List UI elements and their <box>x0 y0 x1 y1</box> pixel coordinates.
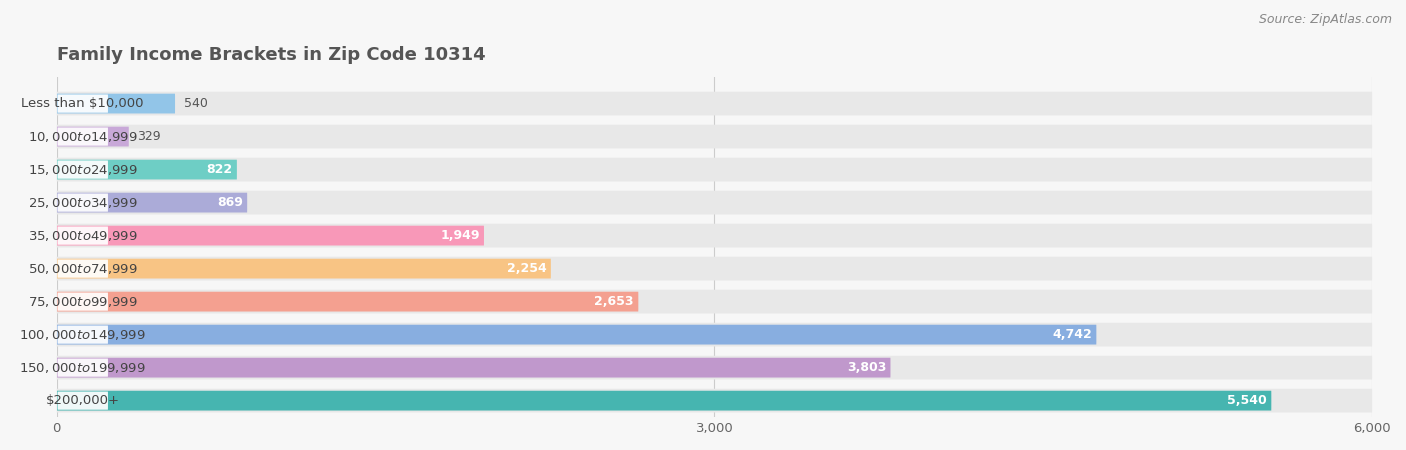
Text: 869: 869 <box>217 196 243 209</box>
Text: 2,653: 2,653 <box>595 295 634 308</box>
FancyBboxPatch shape <box>56 358 890 378</box>
Text: $10,000 to $14,999: $10,000 to $14,999 <box>28 130 138 144</box>
FancyBboxPatch shape <box>58 194 108 212</box>
Text: 822: 822 <box>207 163 232 176</box>
Text: 5,540: 5,540 <box>1227 394 1267 407</box>
FancyBboxPatch shape <box>58 325 108 344</box>
FancyBboxPatch shape <box>56 323 1372 346</box>
Text: 4,742: 4,742 <box>1052 328 1092 341</box>
Text: 540: 540 <box>184 97 208 110</box>
FancyBboxPatch shape <box>56 389 1372 413</box>
Text: $35,000 to $49,999: $35,000 to $49,999 <box>28 229 138 243</box>
Text: 1,949: 1,949 <box>440 229 479 242</box>
FancyBboxPatch shape <box>56 191 1372 215</box>
FancyBboxPatch shape <box>56 127 129 147</box>
FancyBboxPatch shape <box>58 161 108 179</box>
Text: Less than $10,000: Less than $10,000 <box>21 97 143 110</box>
FancyBboxPatch shape <box>56 94 176 113</box>
Text: $25,000 to $34,999: $25,000 to $34,999 <box>28 196 138 210</box>
FancyBboxPatch shape <box>58 292 108 310</box>
FancyBboxPatch shape <box>56 325 1097 345</box>
FancyBboxPatch shape <box>56 259 551 279</box>
Text: Family Income Brackets in Zip Code 10314: Family Income Brackets in Zip Code 10314 <box>56 46 485 64</box>
FancyBboxPatch shape <box>56 292 638 311</box>
FancyBboxPatch shape <box>56 193 247 212</box>
Text: 2,254: 2,254 <box>506 262 547 275</box>
Text: $100,000 to $149,999: $100,000 to $149,999 <box>20 328 146 342</box>
FancyBboxPatch shape <box>56 160 236 180</box>
FancyBboxPatch shape <box>56 256 1372 280</box>
Text: $150,000 to $199,999: $150,000 to $199,999 <box>20 360 146 375</box>
FancyBboxPatch shape <box>56 224 1372 248</box>
Text: 3,803: 3,803 <box>846 361 886 374</box>
FancyBboxPatch shape <box>58 127 108 146</box>
FancyBboxPatch shape <box>58 226 108 245</box>
Text: $15,000 to $24,999: $15,000 to $24,999 <box>28 162 138 176</box>
Text: $50,000 to $74,999: $50,000 to $74,999 <box>28 261 138 275</box>
Text: $200,000+: $200,000+ <box>46 394 120 407</box>
FancyBboxPatch shape <box>56 356 1372 379</box>
Text: $75,000 to $99,999: $75,000 to $99,999 <box>28 295 138 309</box>
FancyBboxPatch shape <box>56 158 1372 181</box>
Text: Source: ZipAtlas.com: Source: ZipAtlas.com <box>1258 14 1392 27</box>
FancyBboxPatch shape <box>58 260 108 278</box>
FancyBboxPatch shape <box>56 290 1372 314</box>
FancyBboxPatch shape <box>56 92 1372 116</box>
FancyBboxPatch shape <box>58 359 108 377</box>
FancyBboxPatch shape <box>56 391 1271 410</box>
FancyBboxPatch shape <box>56 125 1372 148</box>
Text: 329: 329 <box>138 130 162 143</box>
FancyBboxPatch shape <box>58 392 108 410</box>
FancyBboxPatch shape <box>58 94 108 112</box>
FancyBboxPatch shape <box>56 226 484 246</box>
